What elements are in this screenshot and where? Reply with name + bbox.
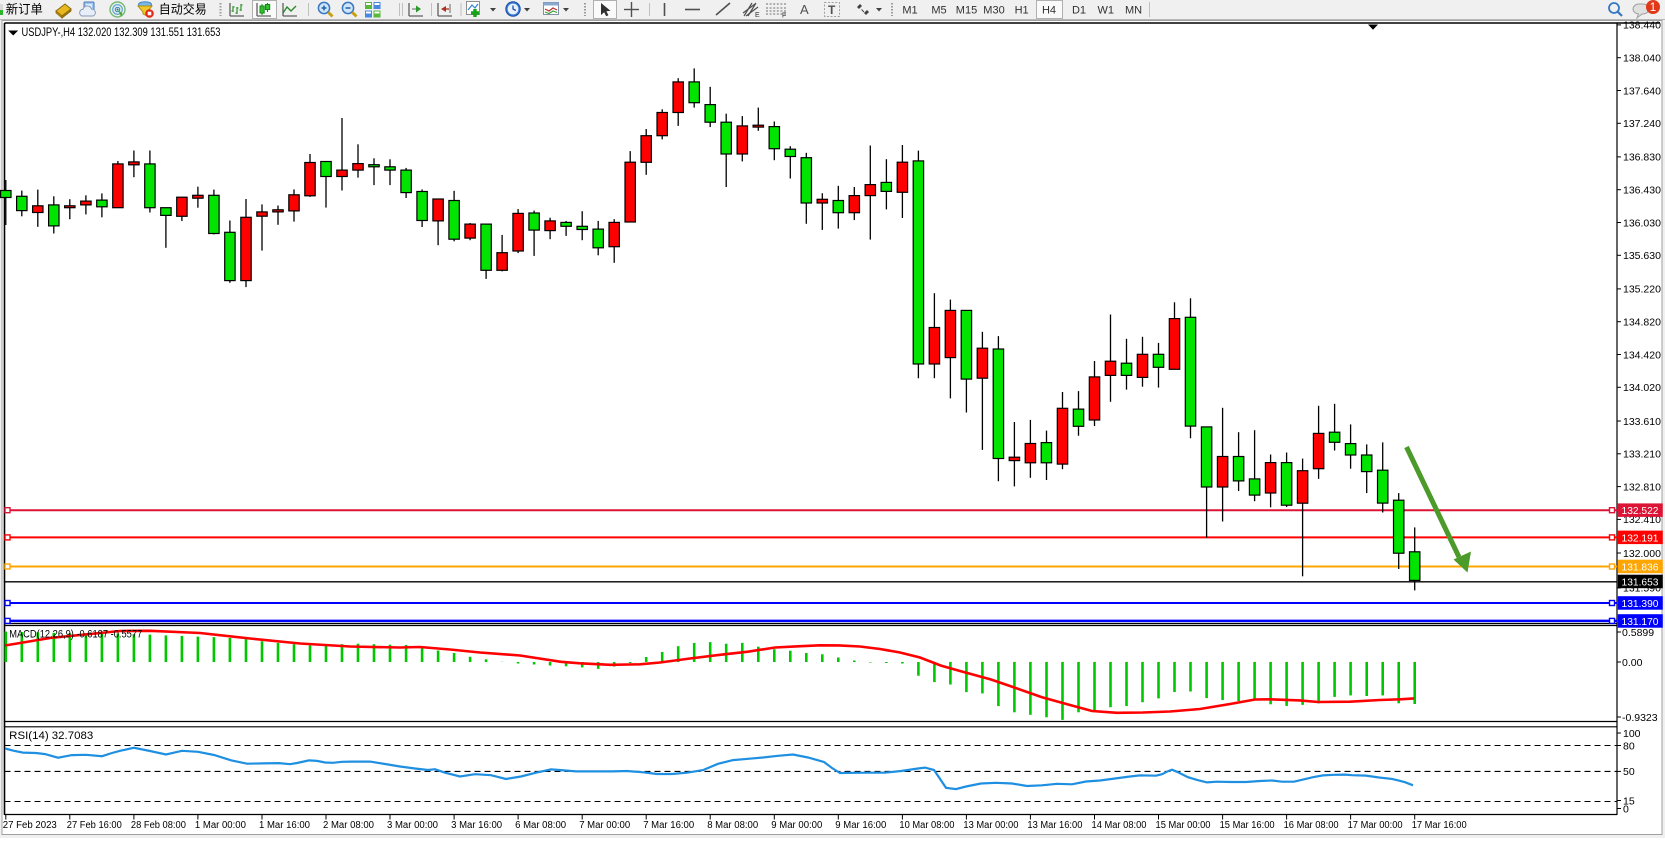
svg-text:M1: M1 bbox=[902, 5, 917, 17]
svg-text:138.040: 138.040 bbox=[1623, 53, 1661, 65]
svg-text:3 Mar 16:00: 3 Mar 16:00 bbox=[451, 820, 502, 831]
svg-text:M30: M30 bbox=[983, 5, 1004, 17]
svg-text:W1: W1 bbox=[1097, 5, 1114, 17]
svg-text:7 Mar 16:00: 7 Mar 16:00 bbox=[643, 820, 694, 831]
svg-text:H4: H4 bbox=[1042, 5, 1056, 17]
svg-text:8 Mar 08:00: 8 Mar 08:00 bbox=[707, 820, 758, 831]
svg-text:15 Mar 00:00: 15 Mar 00:00 bbox=[1156, 820, 1211, 831]
svg-text:134.820: 134.820 bbox=[1623, 317, 1661, 329]
svg-text:9 Mar 16:00: 9 Mar 16:00 bbox=[835, 820, 886, 831]
svg-text:132.522: 132.522 bbox=[1622, 505, 1659, 517]
svg-text:134.020: 134.020 bbox=[1623, 382, 1661, 394]
svg-text:M15: M15 bbox=[956, 5, 977, 17]
svg-text:MN: MN bbox=[1125, 5, 1142, 17]
svg-text:135.630: 135.630 bbox=[1623, 250, 1661, 262]
svg-text:D1: D1 bbox=[1072, 5, 1086, 17]
svg-text:135.220: 135.220 bbox=[1623, 284, 1661, 296]
svg-text:27 Feb 16:00: 27 Feb 16:00 bbox=[67, 820, 122, 831]
svg-text:1 Mar 00:00: 1 Mar 00:00 bbox=[195, 820, 246, 831]
svg-text:131.653: 131.653 bbox=[1622, 577, 1659, 589]
svg-text:137.240: 137.240 bbox=[1623, 118, 1661, 130]
svg-text:9 Mar 00:00: 9 Mar 00:00 bbox=[771, 820, 822, 831]
svg-text:1 Mar 16:00: 1 Mar 16:00 bbox=[259, 820, 310, 831]
svg-text:E: E bbox=[755, 12, 760, 19]
svg-text:17 Mar 00:00: 17 Mar 00:00 bbox=[1348, 820, 1403, 831]
svg-text:131.836: 131.836 bbox=[1622, 562, 1659, 574]
svg-text:新订单: 新订单 bbox=[6, 2, 43, 17]
svg-text:136.030: 136.030 bbox=[1623, 217, 1661, 229]
svg-text:1: 1 bbox=[1650, 2, 1656, 14]
svg-text:0.5899: 0.5899 bbox=[1622, 627, 1654, 639]
svg-text:15 Mar 16:00: 15 Mar 16:00 bbox=[1220, 820, 1275, 831]
svg-text:28 Feb 08:00: 28 Feb 08:00 bbox=[131, 820, 186, 831]
svg-text:27 Feb 2023: 27 Feb 2023 bbox=[3, 820, 57, 831]
svg-text:131.170: 131.170 bbox=[1622, 616, 1659, 628]
svg-text:A: A bbox=[800, 2, 809, 17]
svg-text:15: 15 bbox=[1623, 795, 1635, 807]
svg-text:100: 100 bbox=[1623, 728, 1641, 740]
svg-text:13 Mar 00:00: 13 Mar 00:00 bbox=[963, 820, 1018, 831]
svg-text:F: F bbox=[782, 13, 786, 20]
svg-text:13 Mar 16:00: 13 Mar 16:00 bbox=[1027, 820, 1082, 831]
svg-text:10 Mar 08:00: 10 Mar 08:00 bbox=[899, 820, 954, 831]
svg-text:6 Mar 08:00: 6 Mar 08:00 bbox=[515, 820, 566, 831]
svg-text:16 Mar 08:00: 16 Mar 08:00 bbox=[1284, 820, 1339, 831]
svg-text:14 Mar 08:00: 14 Mar 08:00 bbox=[1092, 820, 1147, 831]
svg-text:132.191: 132.191 bbox=[1622, 532, 1659, 544]
svg-text:MACD(12,26,9) -0.6187 -0.5577: MACD(12,26,9) -0.6187 -0.5577 bbox=[9, 629, 142, 641]
svg-text:133.610: 133.610 bbox=[1623, 416, 1661, 428]
svg-text:134.420: 134.420 bbox=[1623, 349, 1661, 361]
svg-text:0: 0 bbox=[1623, 803, 1629, 815]
svg-text:131.390: 131.390 bbox=[1622, 598, 1659, 610]
svg-text:138.440: 138.440 bbox=[1623, 20, 1661, 32]
svg-text:RSI(14) 32.7083: RSI(14) 32.7083 bbox=[9, 730, 93, 742]
svg-text:自动交易: 自动交易 bbox=[159, 2, 207, 17]
svg-text:17 Mar 16:00: 17 Mar 16:00 bbox=[1412, 820, 1467, 831]
svg-text:T: T bbox=[828, 3, 836, 17]
svg-text:50: 50 bbox=[1623, 766, 1635, 778]
svg-text:132.000: 132.000 bbox=[1623, 548, 1661, 560]
svg-text:136.430: 136.430 bbox=[1623, 185, 1661, 197]
svg-text:80: 80 bbox=[1623, 740, 1635, 752]
svg-text:137.640: 137.640 bbox=[1623, 85, 1661, 97]
svg-text:133.210: 133.210 bbox=[1623, 449, 1661, 461]
svg-text:USDJPY-,H4 132.020 132.309 13: USDJPY-,H4 132.020 132.309 131.551 131.6… bbox=[22, 25, 221, 39]
svg-text:3 Mar 00:00: 3 Mar 00:00 bbox=[387, 820, 438, 831]
svg-text:7 Mar 00:00: 7 Mar 00:00 bbox=[579, 820, 630, 831]
svg-text:132.410: 132.410 bbox=[1623, 514, 1661, 526]
svg-text:2 Mar 08:00: 2 Mar 08:00 bbox=[323, 820, 374, 831]
svg-text:136.830: 136.830 bbox=[1623, 152, 1661, 164]
svg-text:H1: H1 bbox=[1015, 5, 1029, 17]
svg-text:0.00: 0.00 bbox=[1622, 657, 1643, 669]
svg-text:M5: M5 bbox=[931, 5, 946, 17]
svg-text:132.810: 132.810 bbox=[1623, 481, 1661, 493]
svg-text:-0.9323: -0.9323 bbox=[1622, 712, 1658, 724]
